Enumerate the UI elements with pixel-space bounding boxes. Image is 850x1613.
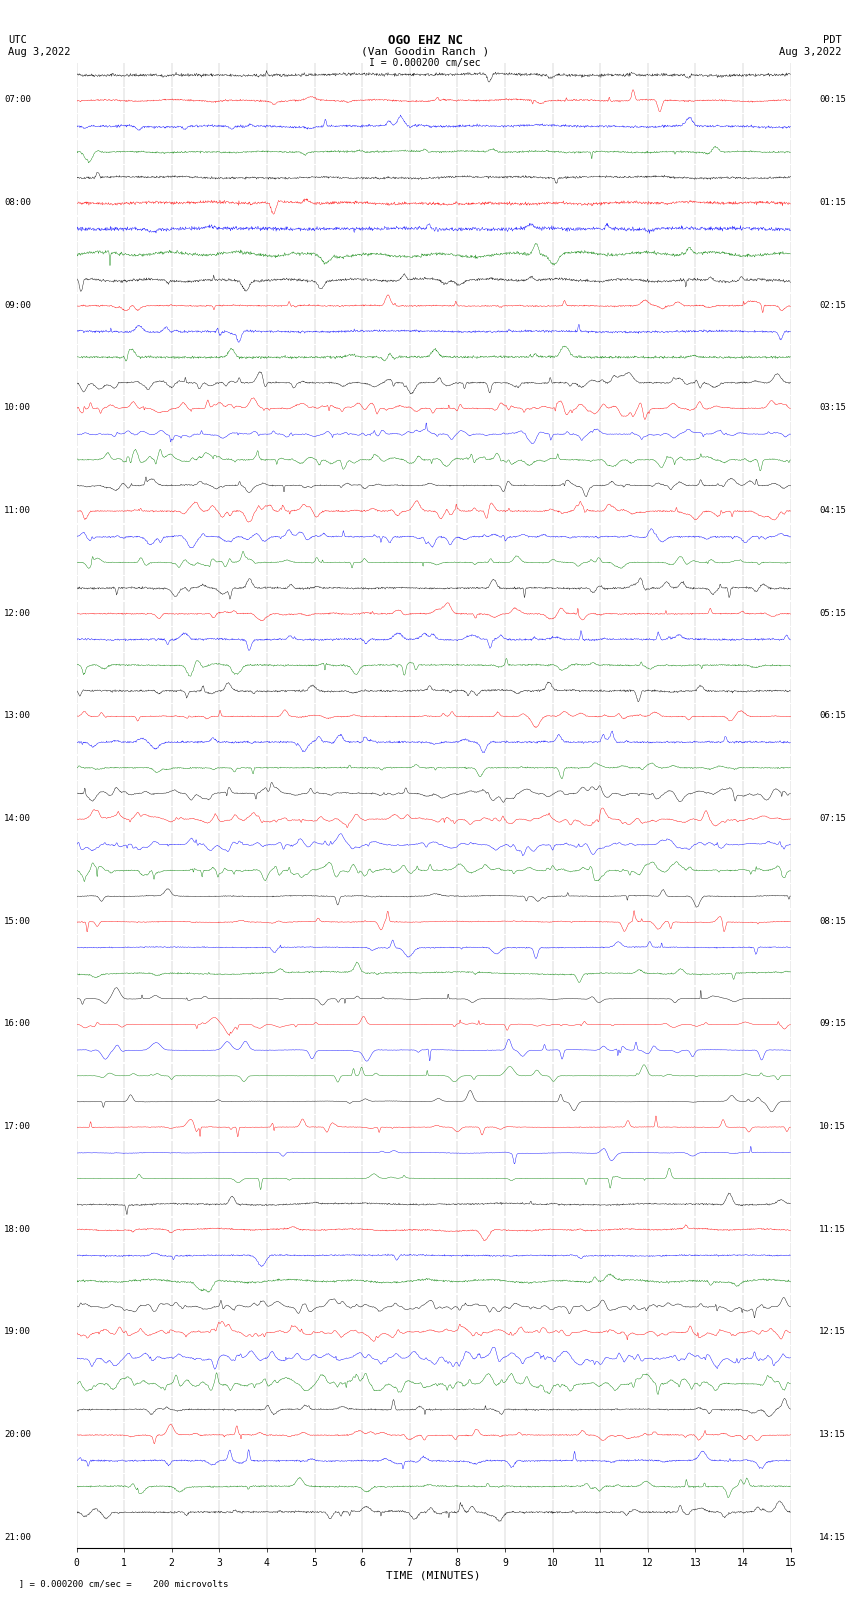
Text: UTC: UTC [8, 35, 27, 45]
Text: 01:15: 01:15 [819, 198, 846, 206]
Text: 16:00: 16:00 [4, 1019, 31, 1029]
Text: Aug 3,2022: Aug 3,2022 [8, 47, 71, 56]
Text: 12:15: 12:15 [819, 1327, 846, 1336]
Text: 11:00: 11:00 [4, 506, 31, 515]
Text: I = 0.000200 cm/sec: I = 0.000200 cm/sec [369, 58, 481, 68]
Text: 08:15: 08:15 [819, 916, 846, 926]
Text: 13:15: 13:15 [819, 1431, 846, 1439]
Text: 20:00: 20:00 [4, 1431, 31, 1439]
Text: 13:00: 13:00 [4, 711, 31, 721]
Text: (Van Goodin Ranch ): (Van Goodin Ranch ) [361, 47, 489, 56]
Text: 19:00: 19:00 [4, 1327, 31, 1336]
Text: 09:15: 09:15 [819, 1019, 846, 1029]
Text: 08:00: 08:00 [4, 198, 31, 206]
Text: 09:00: 09:00 [4, 300, 31, 310]
Text: 10:00: 10:00 [4, 403, 31, 413]
Text: OGO EHZ NC: OGO EHZ NC [388, 34, 462, 47]
Text: PDT: PDT [823, 35, 842, 45]
Text: 17:00: 17:00 [4, 1123, 31, 1131]
Text: 05:15: 05:15 [819, 608, 846, 618]
Text: 12:00: 12:00 [4, 608, 31, 618]
Text: 04:15: 04:15 [819, 506, 846, 515]
Text: 07:15: 07:15 [819, 815, 846, 823]
Text: 14:00: 14:00 [4, 815, 31, 823]
Text: 11:15: 11:15 [819, 1224, 846, 1234]
Text: 18:00: 18:00 [4, 1224, 31, 1234]
Text: ] = 0.000200 cm/sec =    200 microvolts: ] = 0.000200 cm/sec = 200 microvolts [8, 1579, 229, 1589]
Text: 00:15: 00:15 [819, 95, 846, 105]
Text: Aug 3,2022: Aug 3,2022 [779, 47, 842, 56]
Text: 02:15: 02:15 [819, 300, 846, 310]
Text: 10:15: 10:15 [819, 1123, 846, 1131]
Text: 21:00: 21:00 [4, 1532, 31, 1542]
Text: 06:15: 06:15 [819, 711, 846, 721]
Text: 15:00: 15:00 [4, 916, 31, 926]
Text: 07:00: 07:00 [4, 95, 31, 105]
Text: 14:15: 14:15 [819, 1532, 846, 1542]
X-axis label: TIME (MINUTES): TIME (MINUTES) [386, 1571, 481, 1581]
Text: 03:15: 03:15 [819, 403, 846, 413]
